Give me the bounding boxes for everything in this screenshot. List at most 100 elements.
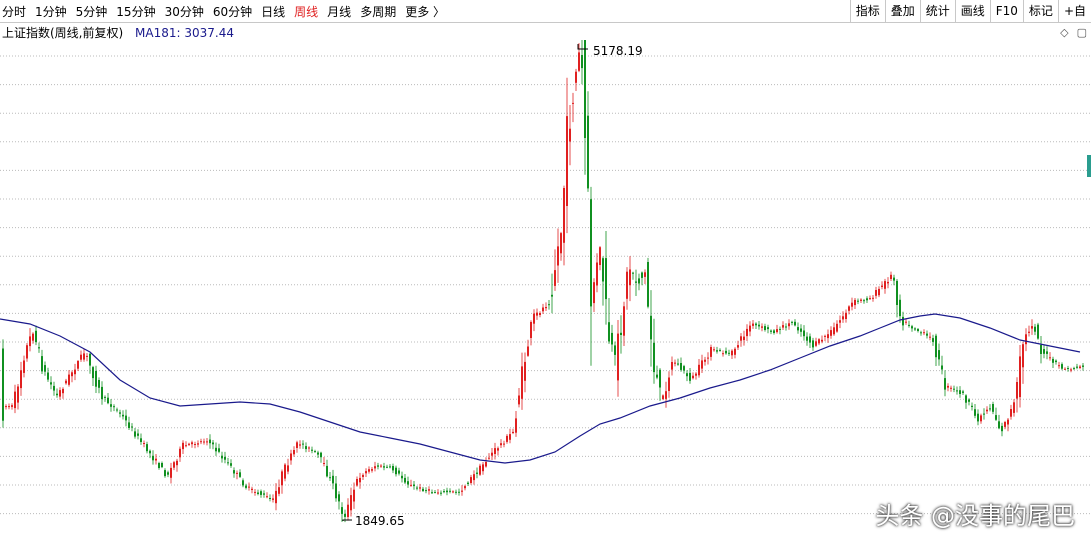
candle-body (644, 272, 646, 277)
candle-body (956, 390, 958, 392)
candle-body (479, 465, 481, 475)
low-price-label: 1849.65 (355, 514, 405, 528)
candle-body (482, 464, 484, 472)
candle-body (140, 438, 142, 442)
candle-body (614, 345, 616, 355)
candle-body (203, 441, 205, 443)
tab-1min[interactable]: 1分钟 (35, 4, 67, 19)
mark-button[interactable]: 标记 (1022, 0, 1058, 22)
candle-body (362, 474, 364, 477)
candle-body (137, 433, 139, 436)
tab-30min[interactable]: 30分钟 (164, 4, 204, 19)
candle-body (53, 385, 55, 391)
candlesticks (2, 40, 1084, 523)
candle-body (1067, 368, 1069, 369)
f10-button[interactable]: F10 (989, 0, 1023, 22)
candle-body (728, 352, 730, 354)
candle-body (572, 102, 574, 104)
candle-body (659, 369, 661, 388)
candle-body (776, 329, 778, 333)
candle-body (578, 52, 580, 71)
candle-body (923, 332, 925, 334)
candle-body (494, 448, 496, 454)
candle-body (305, 446, 307, 450)
candle-body (911, 326, 913, 329)
candle-body (932, 338, 934, 342)
tab-daily[interactable]: 日线 (261, 4, 286, 19)
candle-body (983, 413, 985, 415)
candle-body (890, 274, 892, 279)
chart-corner-controls: ◇ ▢ (1060, 26, 1087, 39)
tab-60min[interactable]: 60分钟 (212, 4, 253, 19)
candle-body (50, 382, 52, 385)
candle-body (449, 490, 451, 492)
candle-body (785, 326, 787, 328)
tab-15min[interactable]: 15分钟 (116, 4, 156, 19)
candle-body (884, 281, 886, 289)
candle-body (227, 462, 229, 464)
candle-body (842, 316, 844, 320)
candle-body (989, 408, 991, 410)
candle-body (1046, 351, 1048, 354)
candle-body (374, 466, 376, 469)
side-panel-tab[interactable] (1087, 155, 1091, 177)
tab-5min[interactable]: 5分钟 (75, 4, 108, 19)
candle-body (263, 493, 265, 495)
candle-body (725, 350, 727, 354)
tab-multi-period[interactable]: 多周期 (360, 4, 397, 19)
tab-weekly[interactable]: 周线 (294, 4, 319, 19)
candle-body (98, 380, 100, 388)
candle-body (893, 277, 895, 281)
candle-body (650, 315, 652, 340)
candle-body (686, 373, 688, 377)
candle-body (293, 450, 295, 455)
candle-body (833, 327, 835, 335)
candle-body (1082, 365, 1084, 367)
candle-body (353, 489, 355, 502)
candle-body (68, 374, 70, 385)
candle-body (836, 323, 838, 332)
candle-body (851, 302, 853, 307)
statistics-button[interactable]: 统计 (919, 0, 955, 22)
candle-body (317, 452, 319, 455)
candle-body (1010, 409, 1012, 417)
candle-body (347, 504, 349, 517)
candle-body (524, 361, 526, 381)
candle-body (125, 415, 127, 421)
overlay-button[interactable]: 叠加 (884, 0, 920, 22)
candle-body (230, 463, 232, 466)
candle-body (908, 324, 910, 326)
candle-body (497, 448, 499, 451)
tab-fenshi[interactable]: 分时 (2, 4, 27, 19)
kline-chart[interactable] (0, 40, 1091, 530)
candle-body (62, 388, 64, 394)
candle-body (968, 399, 970, 402)
candle-body (56, 393, 58, 396)
candle-body (608, 322, 610, 342)
draw-line-button[interactable]: 画线 (954, 0, 990, 22)
candle-body (902, 316, 904, 326)
candle-body (80, 354, 82, 360)
indicator-button[interactable]: 指标 (849, 0, 885, 22)
diamond-icon[interactable]: ◇ (1060, 26, 1069, 39)
candle-body (557, 246, 559, 266)
candle-body (977, 413, 979, 422)
candle-body (320, 452, 322, 458)
candle-body (500, 443, 502, 446)
candle-body (794, 321, 796, 326)
candle-body (5, 406, 7, 408)
candle-body (122, 414, 124, 417)
candle-body (830, 330, 832, 336)
candle-body (323, 463, 325, 464)
candle-body (533, 313, 535, 324)
square-icon[interactable]: ▢ (1076, 26, 1087, 39)
tab-more[interactable]: 更多 〉 (405, 4, 446, 19)
tab-monthly[interactable]: 月线 (327, 4, 352, 19)
candle-body (128, 422, 130, 428)
custom-button[interactable]: +自 (1057, 0, 1091, 22)
candle-body (860, 299, 862, 301)
candle-body (386, 466, 388, 468)
candle-body (302, 443, 304, 445)
candle-body (161, 463, 163, 468)
candle-body (197, 443, 199, 445)
